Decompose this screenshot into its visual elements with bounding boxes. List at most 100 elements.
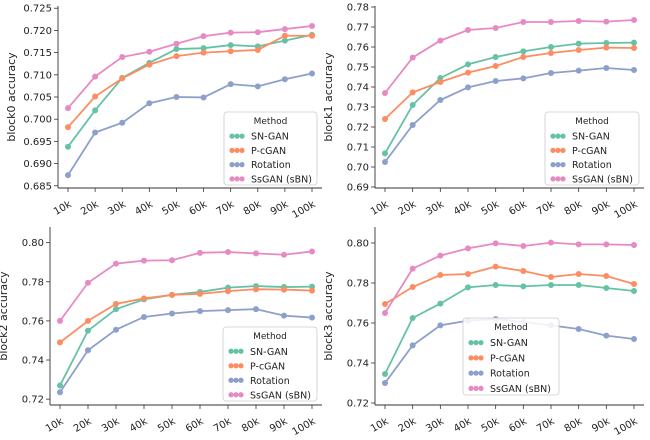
legend-entry: P-cGAN bbox=[251, 146, 286, 157]
data-point bbox=[631, 45, 637, 51]
data-point bbox=[603, 65, 610, 71]
x-tick-label: 10k bbox=[44, 416, 66, 435]
data-point bbox=[409, 54, 416, 61]
legend-marker bbox=[473, 370, 479, 376]
x-tick-label: 80k bbox=[240, 416, 262, 435]
data-point bbox=[227, 81, 234, 88]
data-point bbox=[437, 97, 444, 103]
legend-marker bbox=[229, 176, 235, 182]
legend-entry: Rotation bbox=[572, 160, 612, 171]
x-tick-label: 30k bbox=[424, 416, 446, 435]
data-point bbox=[200, 94, 207, 101]
legend-marker bbox=[238, 363, 244, 369]
data-point bbox=[492, 240, 499, 247]
legend-marker bbox=[233, 348, 239, 354]
x-tick-label: 30k bbox=[424, 199, 446, 218]
x-tick-label: 100k bbox=[290, 199, 317, 221]
data-point bbox=[465, 271, 471, 277]
data-point bbox=[603, 44, 610, 51]
series-line-p-cgan bbox=[67, 34, 312, 128]
data-point bbox=[141, 295, 147, 302]
y-tick-label: 0.72 bbox=[347, 123, 369, 134]
data-point bbox=[520, 243, 527, 249]
legend-entry: Rotation bbox=[490, 369, 530, 380]
data-point bbox=[173, 40, 180, 47]
y-tick-label: 0.74 bbox=[347, 359, 369, 370]
legend-marker bbox=[468, 370, 474, 376]
legend-entry: P-cGAN bbox=[250, 361, 285, 372]
y-tick-label: 0.73 bbox=[347, 103, 369, 114]
data-point bbox=[197, 249, 203, 256]
legend-marker bbox=[234, 176, 240, 182]
data-point bbox=[200, 49, 207, 56]
legend-entry: SsGAN (sBN) bbox=[490, 384, 551, 395]
legend-marker bbox=[478, 370, 484, 376]
data-point bbox=[253, 250, 259, 257]
data-point bbox=[520, 75, 527, 82]
legend-title: Method bbox=[494, 323, 528, 333]
data-point bbox=[281, 251, 287, 258]
data-point bbox=[548, 44, 554, 50]
data-point bbox=[281, 37, 288, 44]
x-tick-label: 40k bbox=[128, 416, 150, 435]
data-point bbox=[492, 78, 499, 84]
y-tick-label: 0.75 bbox=[347, 63, 369, 74]
data-point bbox=[631, 281, 637, 287]
data-point bbox=[65, 172, 71, 179]
y-tick-label: 0.725 bbox=[23, 4, 52, 15]
data-point bbox=[465, 84, 471, 91]
x-tick-label: 90k bbox=[269, 199, 291, 218]
y-tick-label: 0.705 bbox=[23, 93, 52, 104]
data-point bbox=[65, 105, 71, 112]
y-tick-label: 0.70 bbox=[347, 163, 369, 174]
legend-marker bbox=[228, 348, 234, 354]
data-point bbox=[548, 70, 554, 76]
x-tick-label: 90k bbox=[268, 416, 290, 435]
data-point bbox=[309, 314, 315, 321]
data-point bbox=[409, 342, 416, 349]
y-tick-label: 0.77 bbox=[347, 23, 369, 34]
data-point bbox=[382, 90, 388, 96]
legend-title: Method bbox=[253, 332, 287, 342]
data-point bbox=[253, 286, 259, 293]
data-point bbox=[146, 100, 153, 107]
legend-marker bbox=[239, 162, 245, 168]
data-point bbox=[492, 263, 499, 270]
legend-marker bbox=[233, 377, 239, 383]
legend-entry: SN-GAN bbox=[251, 132, 289, 143]
x-tick-label: 20k bbox=[397, 199, 419, 218]
data-point bbox=[631, 67, 637, 73]
data-point bbox=[169, 291, 175, 298]
y-tick-label: 0.78 bbox=[347, 3, 369, 14]
data-point bbox=[141, 257, 147, 264]
y-tick-label: 0.685 bbox=[23, 181, 52, 192]
data-point bbox=[603, 285, 610, 291]
data-point bbox=[437, 272, 444, 278]
data-point bbox=[281, 286, 287, 293]
data-point bbox=[119, 119, 126, 126]
data-point bbox=[575, 47, 582, 53]
data-point bbox=[57, 382, 63, 389]
data-point bbox=[382, 301, 388, 307]
data-point bbox=[197, 308, 203, 315]
data-point bbox=[603, 273, 610, 279]
legend-entry: SsGAN (sBN) bbox=[572, 174, 633, 185]
legend-marker bbox=[478, 385, 484, 391]
x-tick-label: 60k bbox=[184, 416, 206, 435]
legend-marker bbox=[228, 363, 234, 369]
data-point bbox=[225, 307, 231, 314]
data-point bbox=[437, 300, 444, 307]
legend-entry: SN-GAN bbox=[572, 132, 610, 143]
data-point bbox=[200, 33, 207, 40]
data-point bbox=[548, 239, 554, 246]
data-point bbox=[520, 54, 527, 60]
data-point bbox=[225, 288, 231, 295]
x-tick-label: 40k bbox=[452, 199, 474, 218]
x-tick-label: 20k bbox=[79, 199, 101, 218]
data-point bbox=[309, 287, 315, 294]
x-tick-label: 10k bbox=[52, 199, 74, 218]
x-tick-label: 60k bbox=[188, 199, 210, 218]
legend-marker bbox=[555, 176, 561, 182]
y-tick-label: 0.78 bbox=[347, 279, 369, 290]
